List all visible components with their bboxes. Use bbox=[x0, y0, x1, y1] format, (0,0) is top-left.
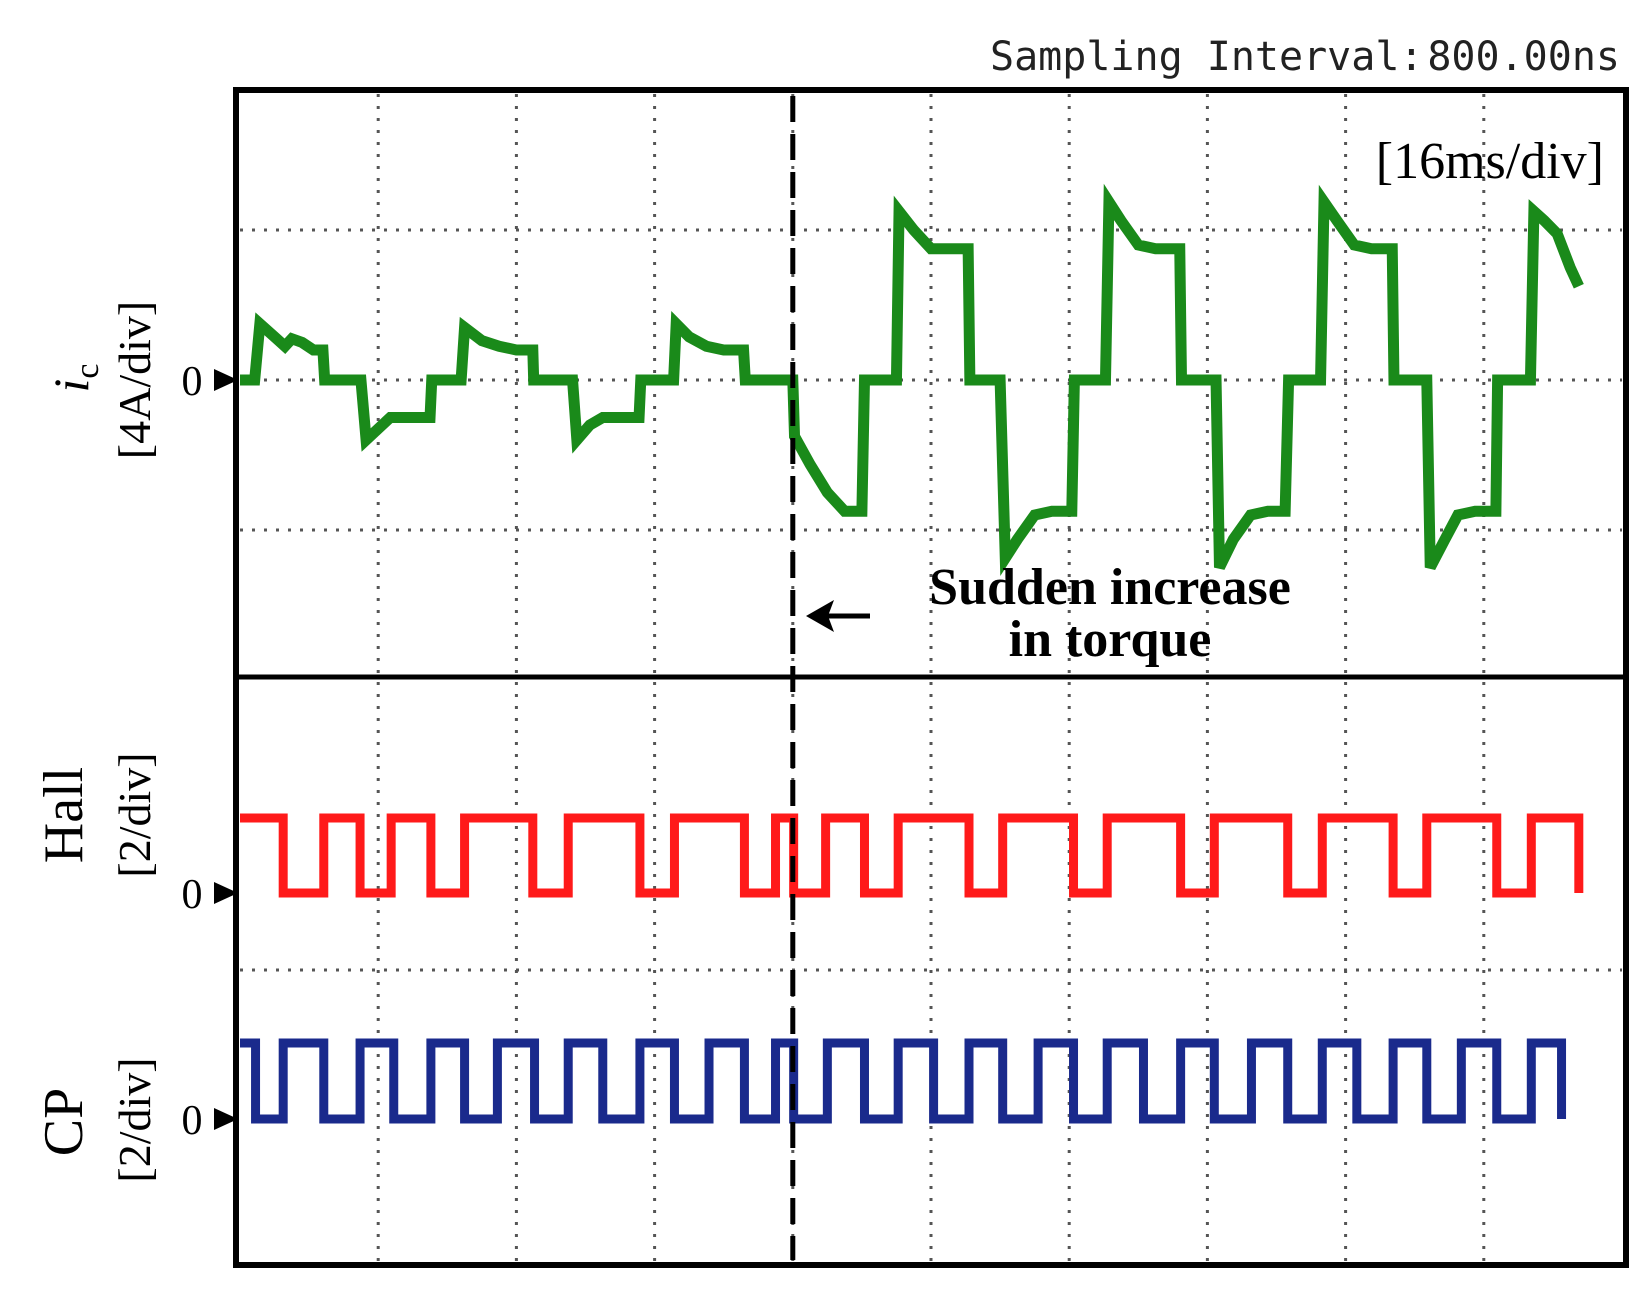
sampling-interval-label: Sampling Interval: bbox=[990, 34, 1423, 80]
annotation-line2: in torque bbox=[1009, 611, 1212, 668]
zero-label: 0 bbox=[182, 359, 203, 405]
torque-annotation: Sudden increase in torque bbox=[806, 559, 1291, 668]
zero-marker-hall: 0 bbox=[182, 872, 238, 918]
zero-label: 0 bbox=[182, 1098, 203, 1144]
zero-arrow-icon bbox=[214, 882, 238, 904]
trace-layer bbox=[240, 183, 1584, 1124]
ic-scale-label: [4A/div] bbox=[109, 301, 160, 459]
annotation-line1: Sudden increase bbox=[929, 559, 1291, 616]
series-cp bbox=[240, 1038, 1567, 1124]
zero-marker-ic: 0 bbox=[182, 359, 238, 405]
zero-arrow-icon bbox=[214, 1108, 238, 1130]
series-ic bbox=[240, 183, 1584, 576]
cp-scale-label: [2/div] bbox=[109, 1057, 160, 1182]
timebase-label: [16ms/div] bbox=[1376, 133, 1604, 190]
zero-marker-cp: 0 bbox=[182, 1098, 238, 1144]
arrow-left-icon bbox=[806, 600, 834, 632]
sampling-interval-value: 800.00ns bbox=[1427, 34, 1620, 80]
cp-axis-label: CP bbox=[33, 1088, 95, 1157]
hall-axis-label: Hall bbox=[33, 767, 95, 863]
hall-scale-label: [2/div] bbox=[109, 752, 160, 877]
series-hall bbox=[240, 813, 1584, 898]
ic-axis-label: ic bbox=[43, 364, 106, 393]
zero-label: 0 bbox=[182, 872, 203, 918]
zero-arrow-icon bbox=[214, 369, 238, 391]
